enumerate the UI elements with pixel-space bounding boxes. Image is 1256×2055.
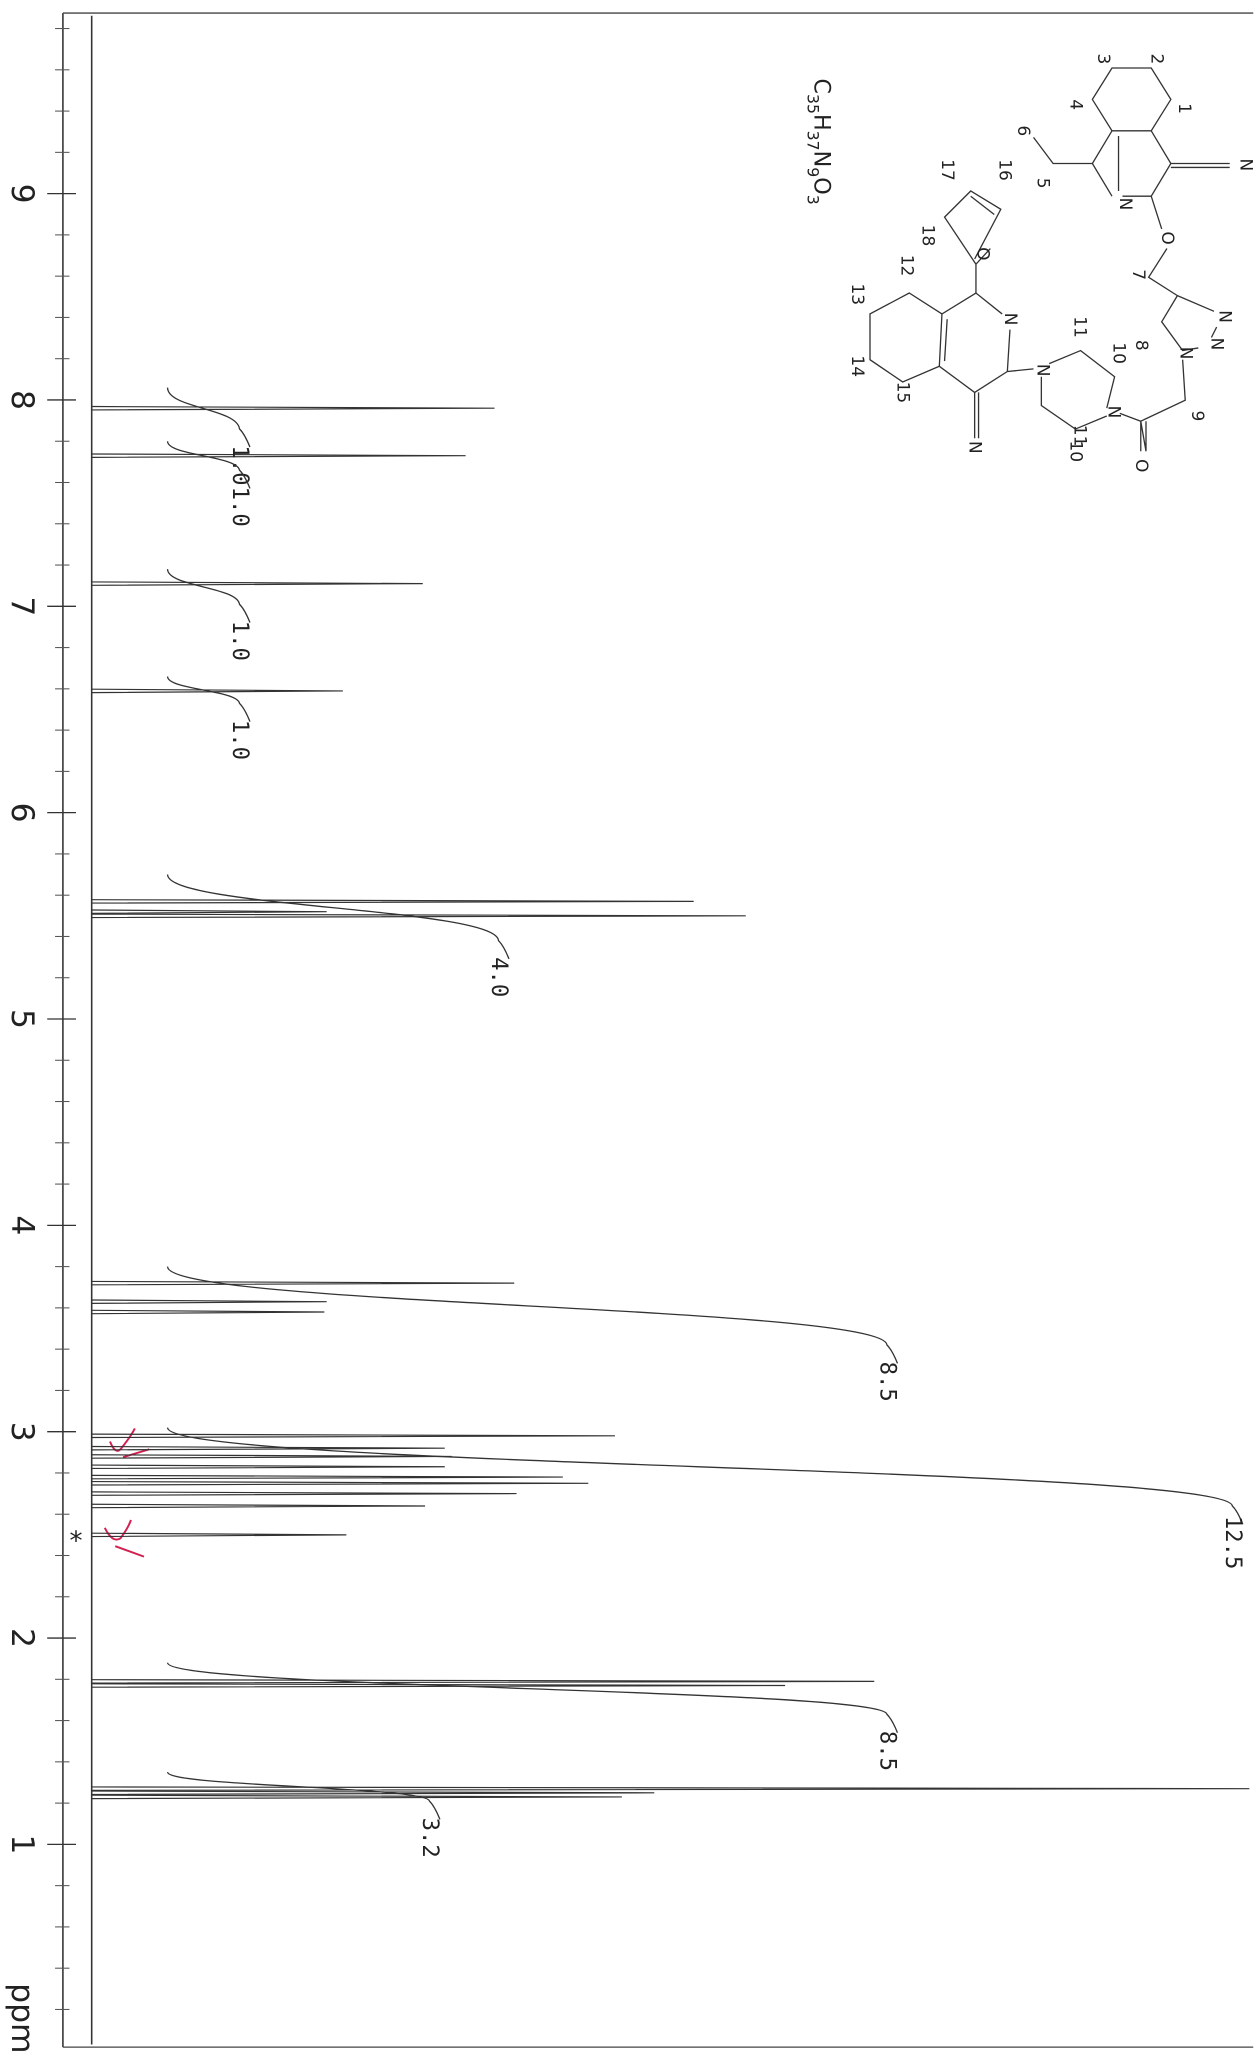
x-tick-label: 5	[4, 1009, 40, 1029]
atom-label: O	[972, 247, 992, 260]
integral-curve	[166, 874, 510, 960]
peak	[91, 1679, 875, 1684]
atom-label: O	[1131, 459, 1151, 472]
integral-label: 1.0	[227, 720, 253, 760]
peak	[91, 688, 343, 694]
atom-label: 10	[1109, 342, 1129, 364]
x-tick-label: 2	[4, 1628, 40, 1648]
integral-curve	[166, 387, 251, 448]
atom-label: 18	[918, 225, 938, 247]
peak	[91, 1309, 325, 1315]
atom-label: 8	[1131, 340, 1151, 351]
atom-label: 4	[1065, 99, 1085, 110]
atom-label: 6	[1013, 125, 1033, 136]
molecular-formula: C35H37N9O3	[804, 78, 835, 204]
solvent-marker: *	[68, 1527, 84, 1557]
peak	[91, 1433, 615, 1439]
peak	[91, 1683, 786, 1688]
atom-label: 9	[1187, 411, 1207, 422]
atom-label: 7	[1128, 269, 1148, 280]
peak	[91, 1794, 622, 1800]
atom-label: N	[965, 441, 985, 454]
atom-label: 2	[1146, 53, 1166, 64]
integral-curve	[166, 440, 251, 489]
integral-label: 1.0	[227, 487, 253, 527]
x-tick-label: 7	[4, 596, 40, 616]
x-tick-label: 6	[4, 803, 40, 823]
atom-label: 11	[1069, 425, 1089, 447]
peak	[91, 909, 327, 914]
atom-label: 16	[995, 159, 1015, 181]
peak	[91, 1786, 1250, 1791]
structure-bonds	[869, 67, 1230, 452]
peak	[91, 1790, 655, 1796]
x-tick-label: 4	[4, 1215, 40, 1235]
peak	[91, 1464, 445, 1470]
peak	[91, 1474, 563, 1480]
integral-label: 1.0	[227, 445, 253, 485]
atom-label: O	[1157, 231, 1177, 244]
peak	[91, 581, 423, 586]
atom-label: N	[1115, 198, 1135, 211]
peak	[91, 453, 466, 458]
peak	[91, 1480, 589, 1486]
peak	[91, 1491, 517, 1496]
x-tick-label: 1	[4, 1834, 40, 1854]
integral-curve	[166, 1771, 441, 1820]
integral-label: 8.5	[875, 1362, 901, 1402]
integral-curve	[166, 568, 251, 623]
atom-label: N	[1235, 158, 1255, 171]
integral-label: 8.5	[875, 1731, 901, 1771]
peak	[91, 1299, 327, 1304]
integral-curve	[166, 1427, 1244, 1525]
integral-curve	[166, 1662, 899, 1733]
atom-label: 17	[937, 159, 957, 181]
atom-label: 10	[1065, 440, 1085, 462]
integral-label: 3.2	[417, 1818, 443, 1858]
x-axis-label: ppm	[4, 1983, 40, 2053]
atom-label: 14	[847, 355, 867, 377]
atom-label: 11	[1069, 316, 1089, 338]
atom-label: 15	[893, 382, 913, 404]
integral-curve	[166, 1266, 899, 1364]
atom-label: N	[1175, 347, 1195, 360]
atom-label: 3	[1093, 53, 1113, 64]
peak	[91, 913, 746, 919]
atom-label: 5	[1033, 178, 1053, 189]
atom-label: 1	[1174, 103, 1194, 114]
peak	[91, 1503, 426, 1509]
atom-label: N	[1103, 406, 1123, 419]
x-tick-label: 9	[4, 184, 40, 204]
atom-label: N	[1033, 364, 1053, 377]
atom-label: N	[1214, 310, 1234, 323]
x-tick-label: 3	[4, 1422, 40, 1442]
integral-label: 1.0	[227, 621, 253, 661]
atom-label: N	[1207, 338, 1227, 351]
atom-label: 12	[897, 255, 917, 277]
peak	[91, 405, 495, 411]
integral-label: 12.5	[1220, 1516, 1246, 1570]
peak	[91, 899, 694, 904]
integral-label: 4.0	[486, 957, 512, 997]
peak	[91, 1445, 445, 1451]
atom-label: 13	[847, 283, 867, 305]
check-mark	[103, 1519, 145, 1558]
x-tick-label: 8	[4, 390, 40, 410]
integral-curve	[166, 676, 251, 722]
peak	[91, 1532, 347, 1538]
atom-label: N	[1000, 313, 1020, 326]
